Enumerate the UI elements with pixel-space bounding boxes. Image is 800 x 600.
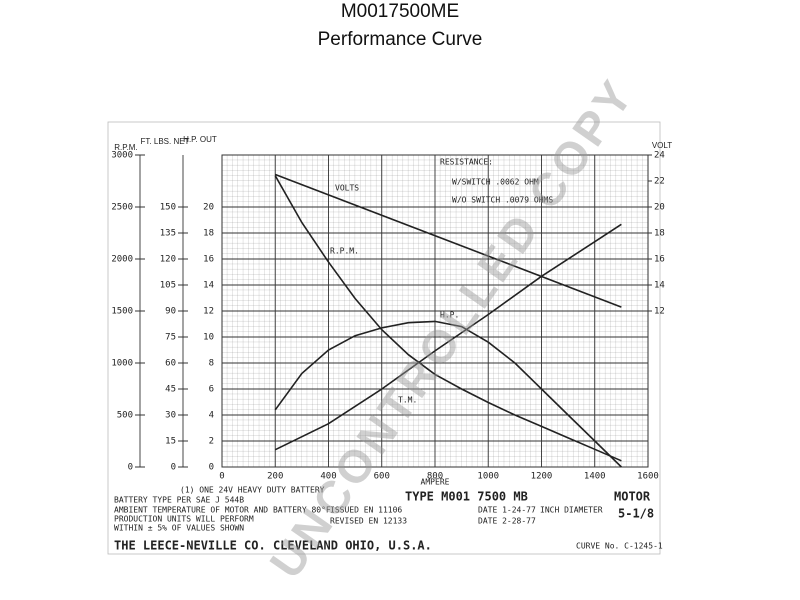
torque-axis-tick-label: 150 <box>160 203 176 213</box>
x-tick-label: 200 <box>267 472 283 482</box>
note-text: PRODUCTION UNITS WILL PERFORM <box>114 515 254 524</box>
torque-axis-tick-label: 60 <box>165 359 176 369</box>
rpm-axis-tick-label: 2500 <box>111 203 133 213</box>
note-text: (1) ONE 24V HEAVY DUTY BATTERY <box>180 486 325 495</box>
rpm-axis-tick-label: 0 <box>128 463 133 473</box>
y2-tick-label: 18 <box>654 229 665 239</box>
torque-axis-tick-label: 105 <box>160 281 176 291</box>
rpm-axis-label: R.P.M. <box>114 143 137 152</box>
torque-axis-tick-label: 135 <box>160 229 176 239</box>
series-label: VOLTS <box>335 184 359 193</box>
note-text: TYPE M001 7500 MB <box>405 490 528 504</box>
x-tick-label: 1000 <box>477 472 499 482</box>
y2-tick-label: 22 <box>654 177 665 187</box>
series-line <box>274 223 622 451</box>
resistance-text: W/SWITCH .0062 OHM <box>452 178 539 187</box>
note-text: DATE 1-24-77 <box>478 506 536 515</box>
resistance-text: RESISTANCE: <box>440 158 493 167</box>
rpm-axis-tick-label: 500 <box>117 411 133 421</box>
x-tick-label: 1400 <box>584 472 606 482</box>
y-tick-label: 16 <box>203 255 214 265</box>
torque-axis-tick-label: 75 <box>165 333 176 343</box>
x-tick-label: 400 <box>320 472 336 482</box>
torque-axis-tick-label: 45 <box>165 385 176 395</box>
y-tick-label: 18 <box>203 229 214 239</box>
torque-axis-tick-label: 120 <box>160 255 176 265</box>
series-label: H.P. <box>440 311 459 320</box>
chart-subtitle: Performance Curve <box>318 29 483 50</box>
note-text: BATTERY TYPE PER SAE J 544B <box>114 496 244 505</box>
torque-axis-tick-label: 15 <box>165 437 176 447</box>
note-text: CURVE No. C-1245-1 <box>576 542 663 551</box>
y2-tick-label: 12 <box>654 307 665 317</box>
note-text: ISSUED EN 11106 <box>330 506 402 515</box>
y2-tick-label: 16 <box>654 255 665 265</box>
y-tick-label: 4 <box>209 411 214 421</box>
y2-tick-label: 24 <box>654 151 665 161</box>
y-tick-label: 8 <box>209 359 214 369</box>
torque-axis-tick-label: 0 <box>171 463 176 473</box>
note-text: WITHIN ± 5% OF VALUES SHOWN <box>114 524 244 533</box>
y-tick-label: 0 <box>209 463 214 473</box>
y-tick-label: 2 <box>209 437 214 447</box>
note-text: THE LEECE-NEVILLE CO. CLEVELAND OHIO, U.… <box>114 539 432 553</box>
y-tick-label: 12 <box>203 307 214 317</box>
series-line <box>275 173 622 308</box>
x-tick-label: 0 <box>219 472 224 482</box>
note-text: DATE 2-28-77 <box>478 517 536 526</box>
y-tick-label: 20 <box>203 203 214 213</box>
x-tick-label: 600 <box>374 472 390 482</box>
y2-tick-label: 20 <box>654 203 665 213</box>
rpm-axis-tick-label: 1000 <box>111 359 133 369</box>
chart-title: M0017500ME <box>341 1 459 22</box>
torque-axis-tick-label: 90 <box>165 307 176 317</box>
y-axis-label: H.P. OUT <box>183 135 217 144</box>
x-tick-label: 800 <box>427 472 443 482</box>
x-tick-label: 1200 <box>531 472 553 482</box>
rpm-axis-tick-label: 3000 <box>111 151 133 161</box>
rpm-axis-tick-label: 1500 <box>111 307 133 317</box>
note-text: REVISED EN 12133 <box>330 517 407 526</box>
torque-axis-label: FT. LBS. NET <box>141 137 190 146</box>
series-line <box>274 320 622 468</box>
note-text: 5-1/8 <box>618 507 654 521</box>
torque-axis-tick-label: 30 <box>165 411 176 421</box>
resistance-text: W/O SWITCH .0079 OHMS <box>452 196 553 205</box>
series-label: T.M. <box>398 396 417 405</box>
y2-tick-label: 14 <box>654 281 665 291</box>
note-text: AMBIENT TEMPERATURE OF MOTOR AND BATTERY… <box>114 506 331 515</box>
y2-axis-label: VOLT <box>652 141 672 150</box>
y-tick-label: 10 <box>203 333 214 343</box>
series-line <box>274 175 622 462</box>
note-text: MOTOR <box>614 490 651 504</box>
rpm-axis-tick-label: 2000 <box>111 255 133 265</box>
x-axis-label: AMPERE <box>421 478 450 487</box>
y-tick-label: 14 <box>203 281 214 291</box>
x-tick-label: 1600 <box>637 472 659 482</box>
note-text: INCH DIAMETER <box>540 506 603 515</box>
figure-frame <box>107 121 661 555</box>
series-label: R.P.M. <box>330 247 359 256</box>
y-tick-label: 6 <box>209 385 214 395</box>
